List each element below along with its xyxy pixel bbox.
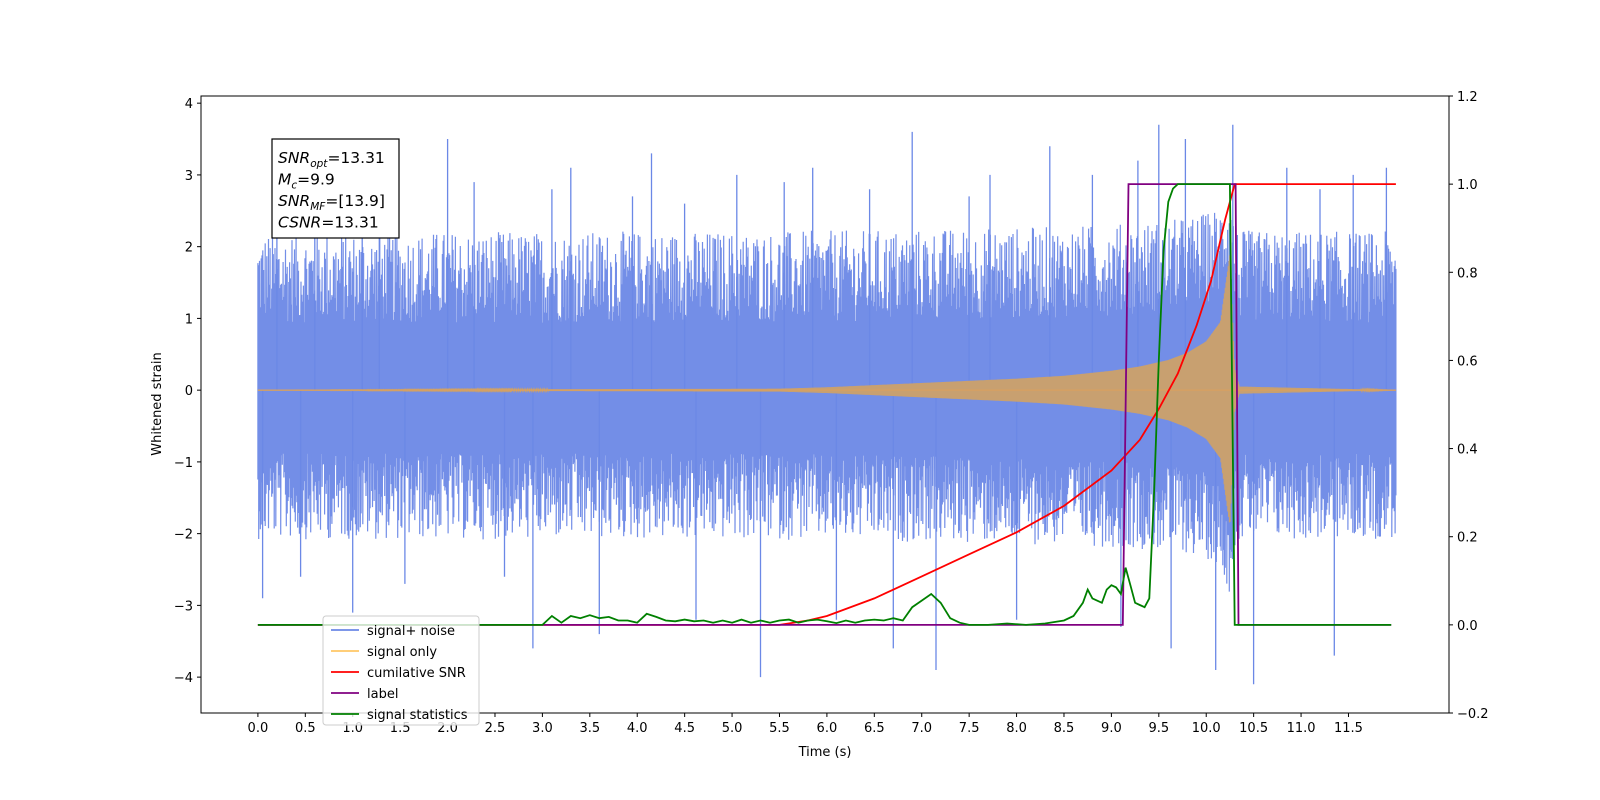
signal-plus-noise-line <box>257 212 1397 592</box>
x-tick-label: 5.5 <box>769 721 790 736</box>
annotation-frame <box>271 138 400 239</box>
x-tick-label: 9.0 <box>1101 721 1122 736</box>
y-tick-label: 2 <box>185 241 193 256</box>
y2-tick-label: 1.2 <box>1457 90 1478 105</box>
y-tick-label: −1 <box>174 456 193 471</box>
annotation-line: SNRMF=[13.9] <box>278 192 385 213</box>
y-tick-label: 3 <box>185 169 193 184</box>
legend-label: signal only <box>367 645 437 660</box>
legend: signal+ noise signal only cumilative SNR la… <box>322 615 480 726</box>
x-tick-label: 7.5 <box>959 721 980 736</box>
annotation-line: CSNR=13.31 <box>278 214 379 232</box>
y2-tick-label: 0.8 <box>1457 266 1478 281</box>
signal-plus-noise-spikes <box>261 124 1388 685</box>
x-tick-label: 6.0 <box>817 721 838 736</box>
signal-statistics-line <box>257 183 1392 626</box>
legend-label: cumilative SNR <box>367 666 466 681</box>
y2-tick-label: 0.4 <box>1457 443 1478 458</box>
x-tick-label: 10.0 <box>1192 721 1221 736</box>
annotation-line: Mc=9.9 <box>278 171 335 192</box>
signal-only-series <box>257 255 1396 523</box>
x-tick-label: 11.0 <box>1287 721 1316 736</box>
y2-tick-label: −0.2 <box>1457 707 1489 722</box>
x-tick-label: 3.5 <box>579 721 600 736</box>
x-tick-label: 2.5 <box>485 721 506 736</box>
legend-label: signal+ noise <box>367 624 455 639</box>
y-tick-label: 4 <box>185 97 193 112</box>
x-tick-label: 10.5 <box>1239 721 1268 736</box>
x-tick-label: 4.5 <box>674 721 695 736</box>
plot-area <box>257 124 1397 685</box>
y-axis-label: Whitened strain <box>150 352 165 455</box>
y-tick-label: −3 <box>174 599 193 614</box>
right-axis-series <box>257 183 1396 626</box>
x-tick-label: 8.0 <box>1006 721 1027 736</box>
legend-label: label <box>367 687 398 702</box>
signal-plus-noise-series <box>257 124 1397 685</box>
right-axis-ticks: −0.2 0.0 0.2 0.4 0.6 0.8 1.0 1.2 <box>1449 90 1489 722</box>
cumulative-snr-line <box>257 183 1396 626</box>
x-tick-label: 5.0 <box>722 721 743 736</box>
x-tick-label: 9.5 <box>1148 721 1169 736</box>
x-tick-label: 4.0 <box>627 721 648 736</box>
y-tick-label: −4 <box>174 671 193 686</box>
left-axis-ticks: −4 −3 −2 −1 0 1 2 3 4 <box>174 97 201 686</box>
y2-tick-label: 0.6 <box>1457 354 1478 369</box>
y-tick-label: −2 <box>174 528 193 543</box>
x-tick-label: 3.0 <box>532 721 553 736</box>
y-tick-label: 0 <box>185 384 193 399</box>
x-tick-label: 7.0 <box>911 721 932 736</box>
x-tick-label: 0.5 <box>295 721 316 736</box>
legend-label: signal statistics <box>367 708 468 723</box>
y2-tick-label: 1.0 <box>1457 178 1478 193</box>
y2-tick-label: 0.2 <box>1457 531 1478 546</box>
x-axis-label: Time (s) <box>798 745 852 760</box>
plot-frame <box>200 95 1450 714</box>
x-tick-label: 8.5 <box>1054 721 1075 736</box>
legend-frame <box>322 615 480 726</box>
x-tick-label: 6.5 <box>864 721 885 736</box>
y2-tick-label: 0.0 <box>1457 619 1478 634</box>
annotation-line: SNRopt=13.31 <box>278 149 385 170</box>
y-tick-label: 1 <box>185 312 193 327</box>
x-tick-label: 11.5 <box>1334 721 1363 736</box>
x-tick-label: 0.0 <box>248 721 269 736</box>
